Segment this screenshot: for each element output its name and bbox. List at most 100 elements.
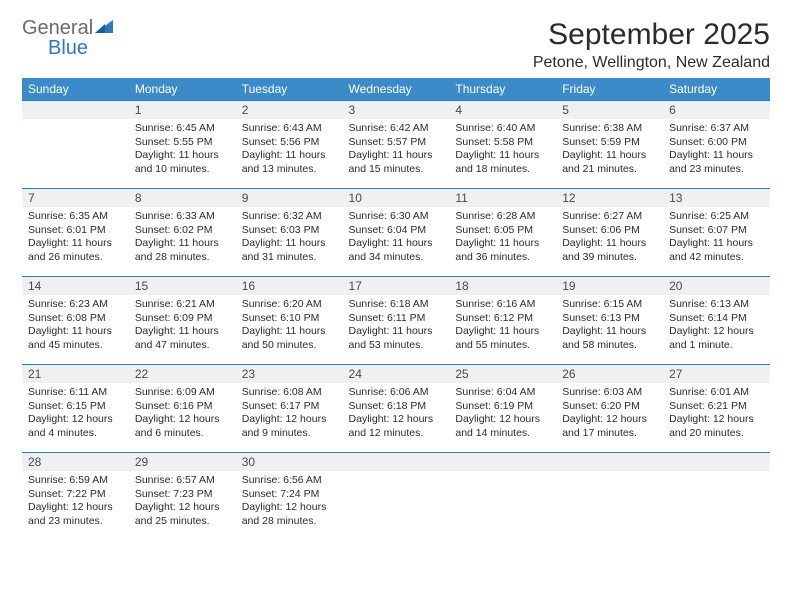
day-details: Sunrise: 6:32 AMSunset: 6:03 PMDaylight:… [236,207,343,270]
day-details: Sunrise: 6:08 AMSunset: 6:17 PMDaylight:… [236,383,343,446]
sunset-text: Sunset: 5:58 PM [455,136,550,150]
sunrise-text: Sunrise: 6:45 AM [135,122,230,136]
daylight-text: Daylight: 11 hours and 26 minutes. [28,237,123,264]
day-number: 28 [22,453,129,471]
day-number: 3 [343,101,450,119]
calendar-cell [22,101,129,189]
sunset-text: Sunset: 6:12 PM [455,312,550,326]
day-details: Sunrise: 6:45 AMSunset: 5:55 PMDaylight:… [129,119,236,182]
day-details: Sunrise: 6:15 AMSunset: 6:13 PMDaylight:… [556,295,663,358]
daylight-text: Daylight: 11 hours and 53 minutes. [349,325,444,352]
sunrise-text: Sunrise: 6:30 AM [349,210,444,224]
day-details [343,471,450,531]
calendar-cell: 12Sunrise: 6:27 AMSunset: 6:06 PMDayligh… [556,189,663,277]
day-details: Sunrise: 6:35 AMSunset: 6:01 PMDaylight:… [22,207,129,270]
day-details: Sunrise: 6:56 AMSunset: 7:24 PMDaylight:… [236,471,343,534]
day-number: 8 [129,189,236,207]
calendar-cell: 14Sunrise: 6:23 AMSunset: 6:08 PMDayligh… [22,277,129,365]
calendar-cell: 9Sunrise: 6:32 AMSunset: 6:03 PMDaylight… [236,189,343,277]
day-number: 13 [663,189,770,207]
day-details: Sunrise: 6:18 AMSunset: 6:11 PMDaylight:… [343,295,450,358]
day-number: 20 [663,277,770,295]
day-details: Sunrise: 6:06 AMSunset: 6:18 PMDaylight:… [343,383,450,446]
day-number: 17 [343,277,450,295]
calendar-row: 28Sunrise: 6:59 AMSunset: 7:22 PMDayligh… [22,453,770,541]
sunrise-text: Sunrise: 6:27 AM [562,210,657,224]
calendar-cell: 7Sunrise: 6:35 AMSunset: 6:01 PMDaylight… [22,189,129,277]
sunrise-text: Sunrise: 6:56 AM [242,474,337,488]
day-number: 25 [449,365,556,383]
calendar-table: Sunday Monday Tuesday Wednesday Thursday… [22,78,770,541]
calendar-cell: 16Sunrise: 6:20 AMSunset: 6:10 PMDayligh… [236,277,343,365]
day-number: 12 [556,189,663,207]
col-saturday: Saturday [663,78,770,101]
sunrise-text: Sunrise: 6:15 AM [562,298,657,312]
day-number: 27 [663,365,770,383]
calendar-cell: 19Sunrise: 6:15 AMSunset: 6:13 PMDayligh… [556,277,663,365]
calendar-cell: 8Sunrise: 6:33 AMSunset: 6:02 PMDaylight… [129,189,236,277]
sunrise-text: Sunrise: 6:59 AM [28,474,123,488]
sunset-text: Sunset: 6:02 PM [135,224,230,238]
day-number [663,453,770,471]
day-details: Sunrise: 6:01 AMSunset: 6:21 PMDaylight:… [663,383,770,446]
sunrise-text: Sunrise: 6:13 AM [669,298,764,312]
daylight-text: Daylight: 11 hours and 23 minutes. [669,149,764,176]
day-details: Sunrise: 6:38 AMSunset: 5:59 PMDaylight:… [556,119,663,182]
daylight-text: Daylight: 11 hours and 28 minutes. [135,237,230,264]
sunrise-text: Sunrise: 6:37 AM [669,122,764,136]
day-number: 29 [129,453,236,471]
day-number: 7 [22,189,129,207]
daylight-text: Daylight: 11 hours and 39 minutes. [562,237,657,264]
sunrise-text: Sunrise: 6:01 AM [669,386,764,400]
calendar-head: Sunday Monday Tuesday Wednesday Thursday… [22,78,770,101]
calendar-cell: 4Sunrise: 6:40 AMSunset: 5:58 PMDaylight… [449,101,556,189]
calendar-cell: 22Sunrise: 6:09 AMSunset: 6:16 PMDayligh… [129,365,236,453]
calendar-cell: 30Sunrise: 6:56 AMSunset: 7:24 PMDayligh… [236,453,343,541]
col-friday: Friday [556,78,663,101]
title-block: September 2025 Petone, Wellington, New Z… [533,18,770,72]
sunrise-text: Sunrise: 6:25 AM [669,210,764,224]
sunrise-text: Sunrise: 6:03 AM [562,386,657,400]
daylight-text: Daylight: 12 hours and 4 minutes. [28,413,123,440]
daylight-text: Daylight: 11 hours and 55 minutes. [455,325,550,352]
day-number: 15 [129,277,236,295]
day-details [449,471,556,531]
sunset-text: Sunset: 7:24 PM [242,488,337,502]
daylight-text: Daylight: 11 hours and 58 minutes. [562,325,657,352]
sunrise-text: Sunrise: 6:04 AM [455,386,550,400]
day-number [556,453,663,471]
sunset-text: Sunset: 6:10 PM [242,312,337,326]
sunset-text: Sunset: 6:19 PM [455,400,550,414]
day-details: Sunrise: 6:43 AMSunset: 5:56 PMDaylight:… [236,119,343,182]
col-sunday: Sunday [22,78,129,101]
day-number: 22 [129,365,236,383]
calendar-cell: 17Sunrise: 6:18 AMSunset: 6:11 PMDayligh… [343,277,450,365]
sunset-text: Sunset: 5:55 PM [135,136,230,150]
sunset-text: Sunset: 6:16 PM [135,400,230,414]
calendar-cell: 29Sunrise: 6:57 AMSunset: 7:23 PMDayligh… [129,453,236,541]
day-details: Sunrise: 6:42 AMSunset: 5:57 PMDaylight:… [343,119,450,182]
daylight-text: Daylight: 12 hours and 17 minutes. [562,413,657,440]
calendar-cell: 21Sunrise: 6:11 AMSunset: 6:15 PMDayligh… [22,365,129,453]
calendar-cell: 11Sunrise: 6:28 AMSunset: 6:05 PMDayligh… [449,189,556,277]
day-number: 14 [22,277,129,295]
daylight-text: Daylight: 11 hours and 47 minutes. [135,325,230,352]
day-number: 19 [556,277,663,295]
day-number: 5 [556,101,663,119]
calendar-body: 1Sunrise: 6:45 AMSunset: 5:55 PMDaylight… [22,101,770,541]
calendar-cell: 2Sunrise: 6:43 AMSunset: 5:56 PMDaylight… [236,101,343,189]
day-details: Sunrise: 6:20 AMSunset: 6:10 PMDaylight:… [236,295,343,358]
logo-sail-icon [95,18,115,38]
calendar-cell: 5Sunrise: 6:38 AMSunset: 5:59 PMDaylight… [556,101,663,189]
day-details: Sunrise: 6:57 AMSunset: 7:23 PMDaylight:… [129,471,236,534]
day-details: Sunrise: 6:09 AMSunset: 6:16 PMDaylight:… [129,383,236,446]
col-tuesday: Tuesday [236,78,343,101]
sunset-text: Sunset: 5:57 PM [349,136,444,150]
calendar-cell [556,453,663,541]
day-number: 23 [236,365,343,383]
daylight-text: Daylight: 12 hours and 23 minutes. [28,501,123,528]
calendar-cell: 26Sunrise: 6:03 AMSunset: 6:20 PMDayligh… [556,365,663,453]
day-details: Sunrise: 6:03 AMSunset: 6:20 PMDaylight:… [556,383,663,446]
day-details [22,119,129,179]
daylight-text: Daylight: 11 hours and 13 minutes. [242,149,337,176]
